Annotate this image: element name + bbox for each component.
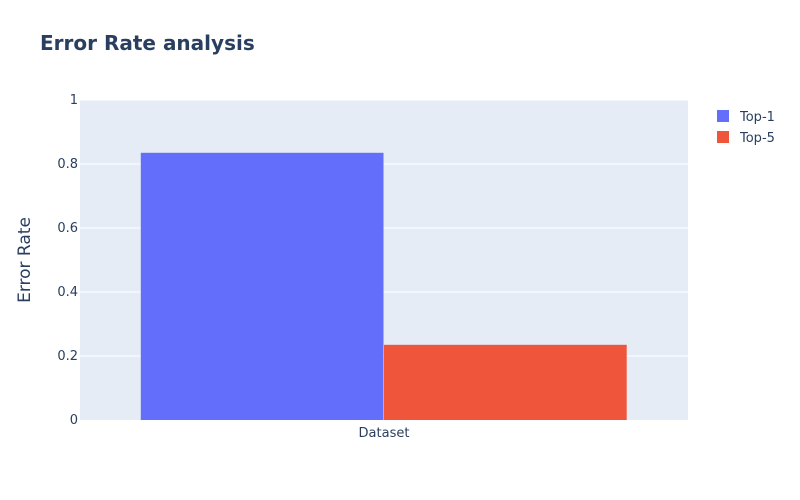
bar-top-5[interactable] — [384, 344, 627, 420]
y-tick-label: 0.6 — [57, 221, 78, 236]
legend-swatch — [717, 131, 729, 143]
y-tick-label: 0 — [70, 413, 78, 428]
x-axis-ticks: Dataset — [359, 426, 410, 441]
y-axis-ticks: 0 0.2 0.4 0.6 0.8 1 — [57, 93, 78, 428]
legend-swatch — [717, 110, 729, 122]
y-tick-label: 0.4 — [57, 285, 78, 300]
x-tick-label: Dataset — [359, 426, 410, 441]
bar-top-1[interactable] — [140, 152, 384, 421]
y-tick-label: 0.8 — [57, 157, 78, 172]
bars — [140, 152, 627, 421]
legend-item-top-5[interactable]: Top-5 — [717, 131, 775, 146]
chart-title: Error Rate analysis — [40, 31, 255, 55]
legend-item-top-1[interactable]: Top-1 — [717, 110, 775, 125]
y-axis-title: Error Rate — [15, 217, 35, 303]
legend[interactable]: Top-1 Top-5 — [717, 110, 775, 146]
legend-label: Top-5 — [739, 131, 775, 146]
legend-label: Top-1 — [739, 110, 775, 125]
y-tick-label: 1 — [70, 93, 78, 108]
y-tick-label: 0.2 — [57, 349, 78, 364]
